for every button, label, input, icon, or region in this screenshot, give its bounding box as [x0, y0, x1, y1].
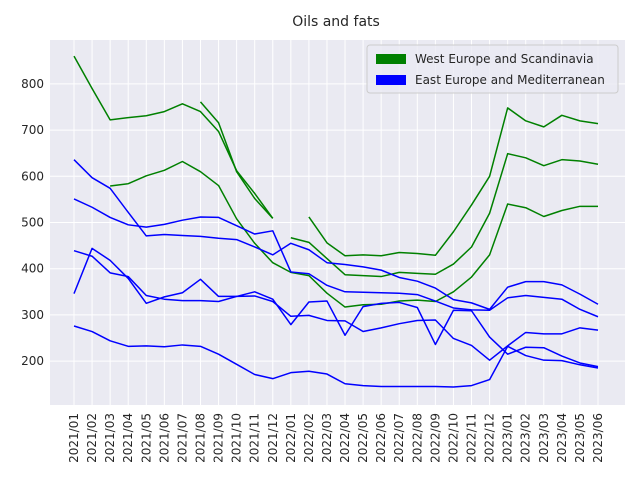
series-line-west-3 [290, 152, 599, 278]
x-tick-label: 2021/06 [157, 413, 171, 463]
y-tick-label: 400 [21, 262, 44, 276]
x-tick-label: 2021/07 [175, 413, 189, 463]
x-tick-label: 2023/02 [519, 413, 533, 463]
x-tick-label: 2023/06 [591, 413, 605, 463]
legend-label-east: East Europe and Mediterranean [415, 73, 605, 87]
x-tick-label: 2022/07 [392, 413, 406, 463]
x-tick-label: 2023/04 [555, 413, 569, 463]
x-tick-label: 2022/01 [284, 413, 298, 463]
x-tick-label: 2021/11 [248, 413, 262, 463]
legend-swatch-west [376, 54, 406, 64]
series-line-west-0 [73, 55, 274, 219]
x-tick-label: 2022/03 [320, 413, 334, 463]
legend-swatch-east [376, 75, 406, 85]
y-tick-label: 500 [21, 216, 44, 230]
series-line-east-9 [73, 325, 599, 388]
x-tick-label: 2021/12 [266, 413, 280, 463]
x-axis: 2021/01 2021/02 2021/03 2021/04 2021/05 2021/… [67, 413, 605, 463]
y-tick-label: 700 [21, 123, 44, 137]
series-line-east-8 [73, 247, 599, 368]
y-tick-label: 300 [21, 308, 44, 322]
x-tick-label: 2022/06 [374, 413, 388, 463]
series-line-west-2 [110, 160, 598, 308]
y-axis: 200 300 400 500 600 700 800 [21, 77, 44, 368]
x-tick-label: 2021/09 [212, 413, 226, 463]
x-tick-label: 2021/08 [193, 413, 207, 463]
series-lines [73, 55, 599, 388]
x-tick-label: 2021/02 [85, 413, 99, 463]
y-tick-label: 600 [21, 169, 44, 183]
y-tick-label: 800 [21, 77, 44, 91]
chart-title: Oils and fats [292, 14, 380, 30]
series-line-west-1 [199, 101, 274, 219]
x-tick-label: 2021/05 [139, 413, 153, 463]
x-tick-label: 2022/09 [428, 413, 442, 463]
x-tick-label: 2022/02 [302, 413, 316, 463]
x-tick-label: 2022/05 [356, 413, 370, 463]
series-line-east-5 [73, 159, 599, 311]
x-tick-label: 2021/10 [230, 413, 244, 463]
x-tick-label: 2021/01 [67, 413, 81, 463]
series-line-east-6 [73, 198, 599, 318]
series-line-west-4 [308, 107, 599, 257]
legend: West Europe and Scandinavia East Europe … [366, 44, 619, 94]
legend-box [366, 44, 619, 94]
x-tick-label: 2022/04 [338, 413, 352, 463]
y-tick-label: 200 [21, 354, 44, 368]
x-tick-label: 2023/01 [501, 413, 515, 463]
x-tick-label: 2022/08 [410, 413, 424, 463]
x-tick-label: 2021/03 [103, 413, 117, 463]
x-tick-label: 2021/04 [121, 413, 135, 463]
x-tick-label: 2023/05 [573, 413, 587, 463]
x-tick-label: 2023/03 [537, 413, 551, 463]
x-tick-label: 2022/10 [446, 413, 460, 463]
x-tick-label: 2022/11 [465, 413, 479, 463]
legend-label-west: West Europe and Scandinavia [415, 52, 594, 66]
x-tick-label: 2022/12 [483, 413, 497, 463]
